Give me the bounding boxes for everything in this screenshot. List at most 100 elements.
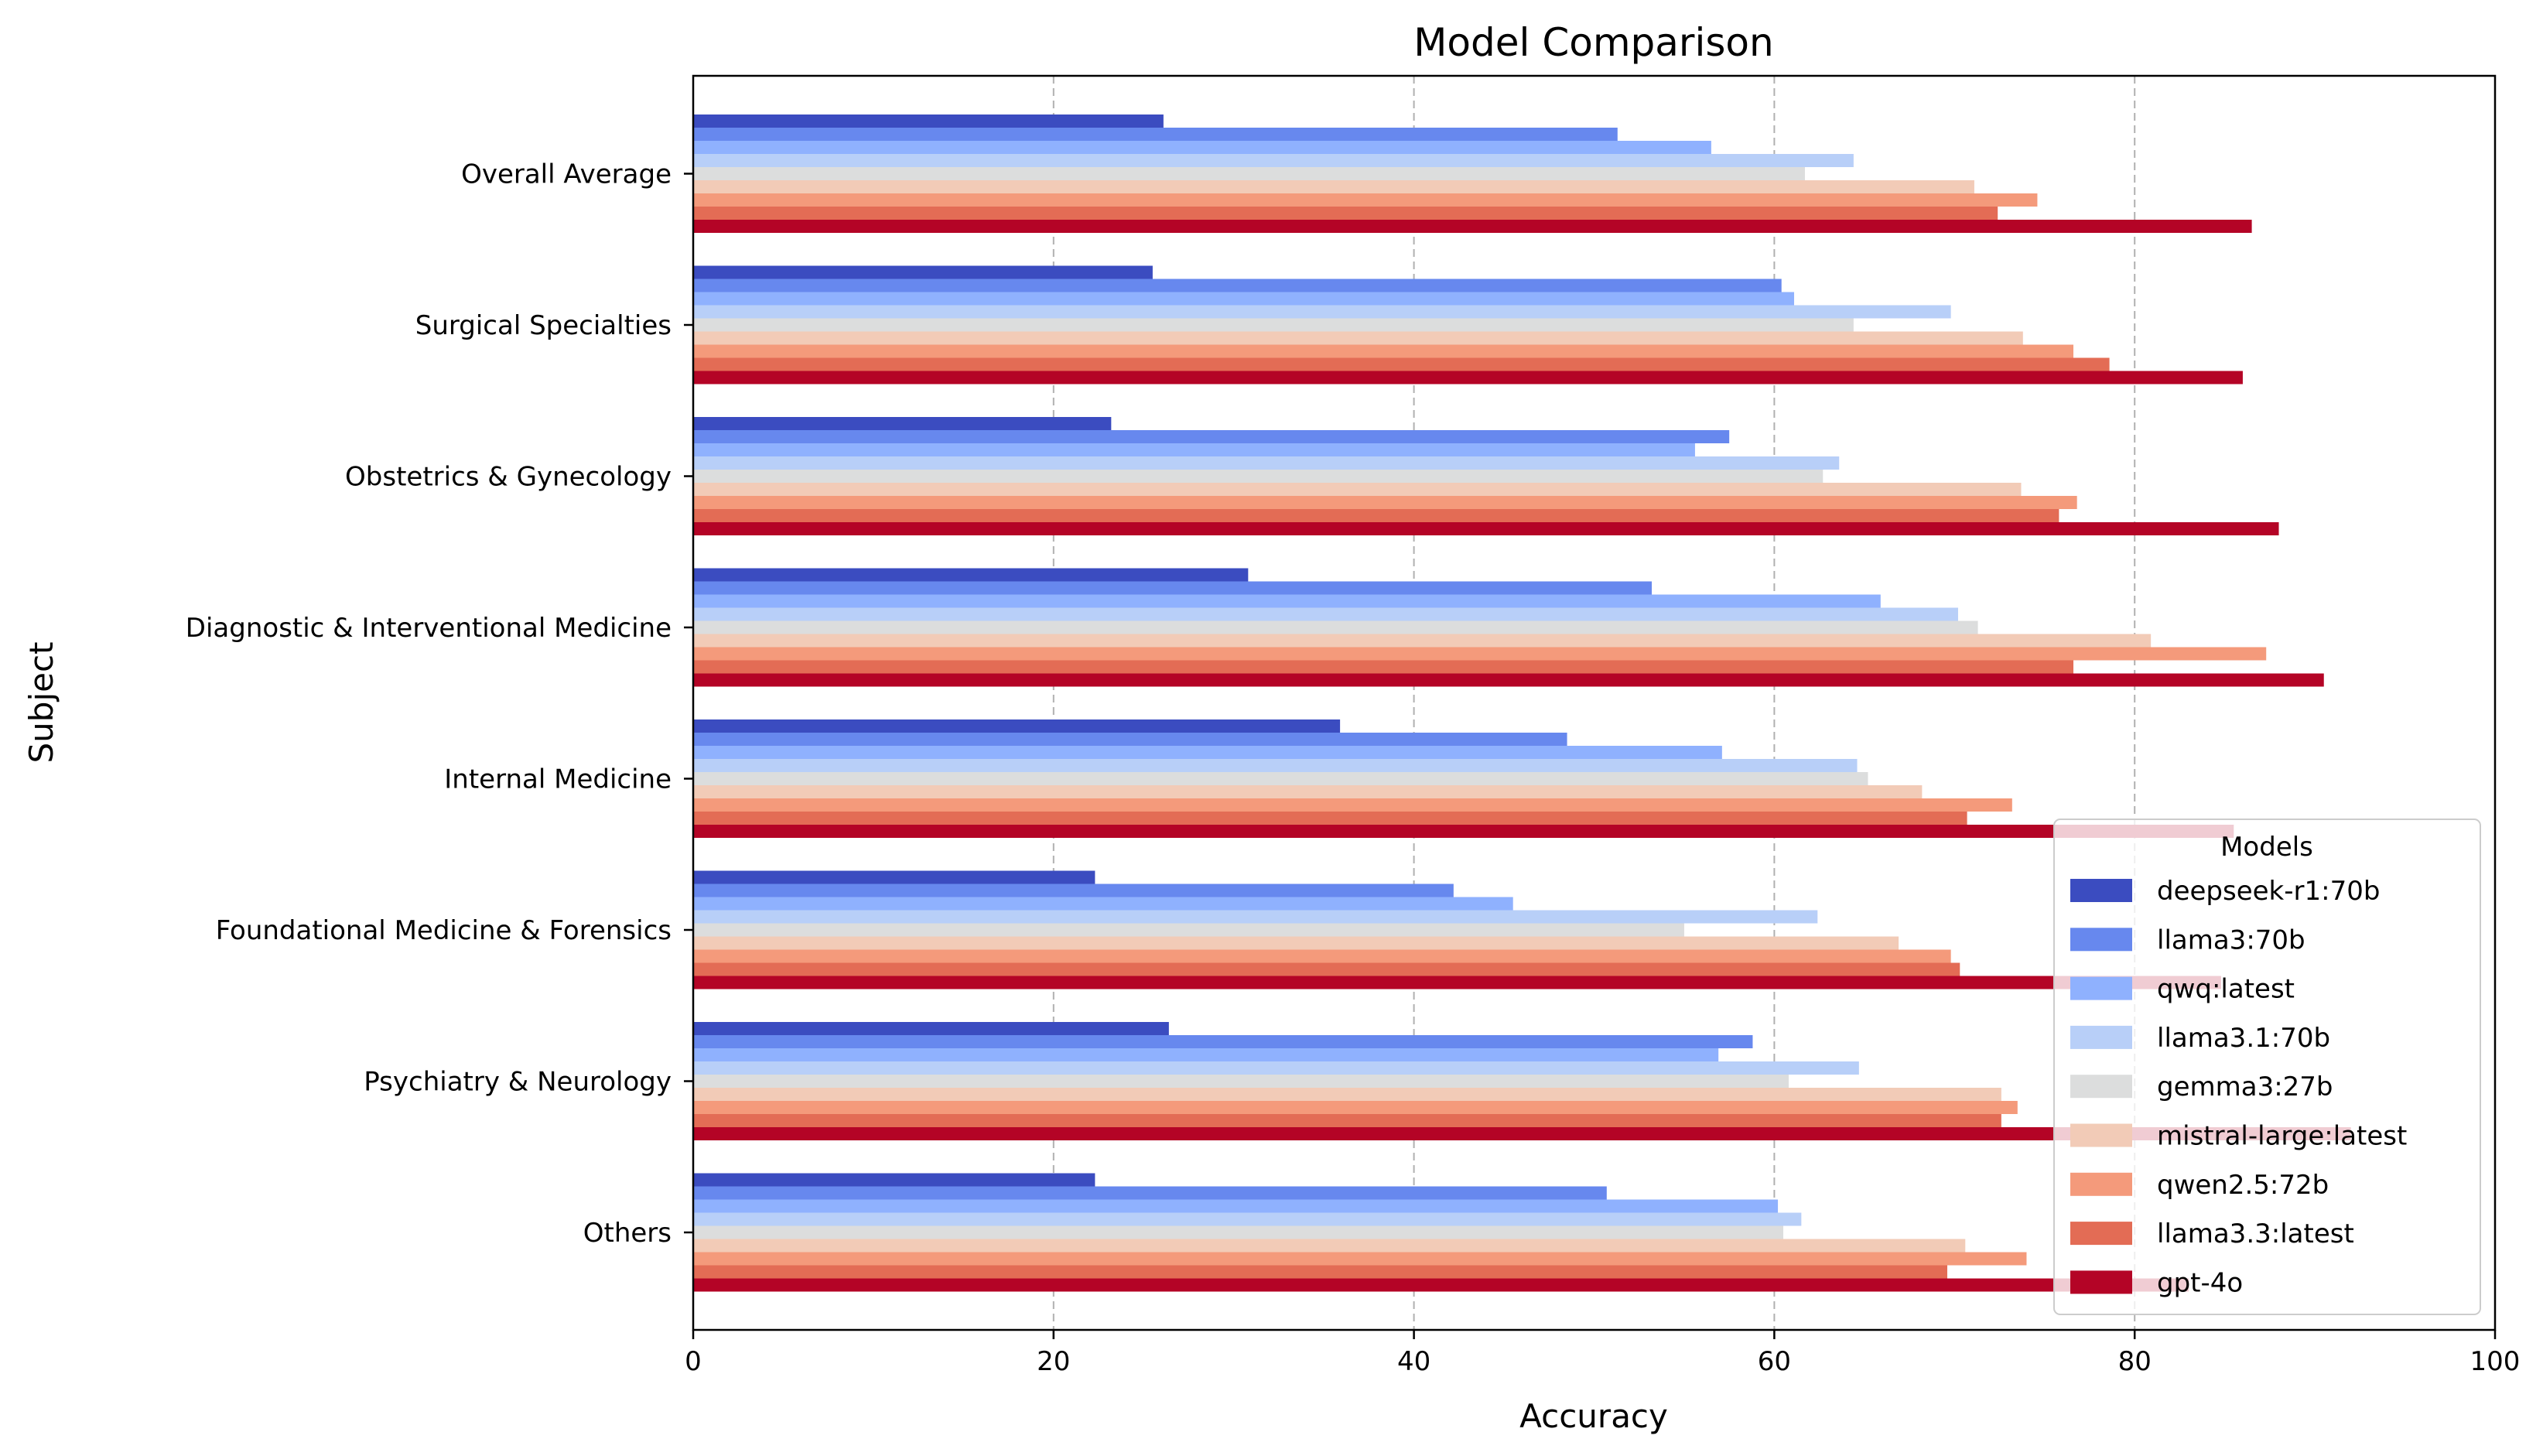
bar-deepseek-r1-70b-obstetrics-gynecology [693,417,1112,430]
bar-mistral-large-latest-internal-medicine [693,785,1923,798]
bar-deepseek-r1-70b-overall-average [693,114,1164,128]
x-tick-label: 80 [2118,1346,2152,1377]
bar-gpt-4o-foundational-medicine-forensics [693,976,2221,989]
bar-gpt-4o-psychiatry-neurology [693,1127,2351,1140]
legend-swatch-qwen2-5-72b [2070,1172,2132,1196]
bar-mistral-large-latest-psychiatry-neurology [693,1088,2001,1101]
bar-qwq-latest-foundational-medicine-forensics [693,897,1513,911]
chart-title: Model Comparison [1413,20,1773,65]
bar-mistral-large-latest-foundational-medicine-forensics [693,936,1899,950]
bar-llama3-3-latest-overall-average [693,207,1998,220]
legend-label: llama3.3:latest [2157,1218,2354,1249]
bar-qwen2-5-72b-obstetrics-gynecology [693,496,2077,509]
y-tick-label: Diagnostic & Interventional Medicine [186,613,672,644]
legend-label: deepseek-r1:70b [2157,876,2380,907]
legend-swatch-mistral-large-latest [2070,1123,2132,1147]
bar-deepseek-r1-70b-psychiatry-neurology [693,1022,1169,1035]
legend-label: gpt-4o [2157,1267,2243,1298]
x-ticks: 0 20 40 60 80 100 [685,1330,2520,1377]
bar-llama3-1-70b-others [693,1212,1802,1226]
y-tick-label: Foundational Medicine & Forensics [216,915,672,946]
bar-gpt-4o-overall-average [693,220,2252,233]
bars-layer [693,114,2351,1292]
bar-qwq-latest-obstetrics-gynecology [693,443,1695,456]
legend-swatch-deepseek-r1-70b [2070,879,2132,902]
bar-llama3-70b-psychiatry-neurology [693,1035,1753,1048]
bar-deepseek-r1-70b-others [693,1173,1095,1187]
x-axis-label: Accuracy [1519,1397,1668,1435]
bar-llama3-70b-diagnostic-interventional-medicine [693,581,1653,595]
legend-items: deepseek-r1:70b llama3:70b qwq:latest llama… [2070,876,2407,1298]
bar-gpt-4o-internal-medicine [693,825,2234,838]
bar-llama3-1-70b-foundational-medicine-forensics [693,910,1818,924]
bar-gemma3-27b-psychiatry-neurology [693,1075,1789,1088]
bar-mistral-large-latest-overall-average [693,180,1974,193]
bar-qwen2-5-72b-others [693,1252,2027,1266]
bar-gpt-4o-others [693,1278,2189,1292]
bar-llama3-70b-foundational-medicine-forensics [693,884,1454,897]
bar-gpt-4o-obstetrics-gynecology [693,522,2279,535]
bar-mistral-large-latest-others [693,1239,1966,1253]
bar-qwq-latest-surgical-specialties [693,292,1795,306]
bar-qwq-latest-overall-average [693,141,1711,154]
bar-qwen2-5-72b-psychiatry-neurology [693,1101,2018,1114]
bar-llama3-1-70b-internal-medicine [693,759,1858,772]
bar-qwq-latest-psychiatry-neurology [693,1048,1719,1061]
bar-qwq-latest-others [693,1199,1779,1213]
bar-deepseek-r1-70b-surgical-specialties [693,265,1153,279]
bar-deepseek-r1-70b-diagnostic-interventional-medicine [693,568,1249,582]
legend-label: qwq:latest [2157,974,2295,1005]
bar-llama3-70b-obstetrics-gynecology [693,430,1730,443]
legend-title: Models [2220,832,2313,863]
y-tick-label: Internal Medicine [444,764,672,795]
x-tick-label: 0 [685,1346,702,1377]
bar-gemma3-27b-foundational-medicine-forensics [693,923,1684,937]
bar-llama3-1-70b-surgical-specialties [693,305,1951,319]
bar-qwq-latest-diagnostic-interventional-medicine [693,594,1881,608]
y-ticks: Overall Average Surgical Specialties Obste… [186,159,693,1249]
bar-llama3-70b-overall-average [693,128,1618,141]
y-tick-label: Surgical Specialties [415,310,672,341]
bar-deepseek-r1-70b-foundational-medicine-forensics [693,870,1095,884]
bar-qwen2-5-72b-internal-medicine [693,798,2012,812]
bar-qwen2-5-72b-diagnostic-interventional-medicine [693,647,2267,661]
legend-swatch-gpt-4o [2070,1270,2132,1294]
legend-label: llama3:70b [2157,925,2305,955]
legend-swatch-llama3-1-70b [2070,1025,2132,1049]
bar-llama3-3-latest-foundational-medicine-forensics [693,962,1960,976]
bar-llama3-1-70b-overall-average [693,154,1854,167]
bar-gemma3-27b-diagnostic-interventional-medicine [693,620,1978,634]
bar-gemma3-27b-surgical-specialties [693,318,1854,332]
plot-frame [692,74,2497,1331]
y-tick-label: Psychiatry & Neurology [364,1067,672,1098]
legend-label: mistral-large:latest [2157,1121,2407,1152]
bar-qwq-latest-internal-medicine [693,746,1722,759]
bar-llama3-3-latest-others [693,1265,1947,1279]
legend-label: llama3.1:70b [2157,1023,2330,1054]
bar-llama3-70b-surgical-specialties [693,279,1782,292]
bar-mistral-large-latest-diagnostic-interventional-medicine [693,634,2152,648]
bar-llama3-3-latest-psychiatry-neurology [693,1114,2001,1127]
x-tick-label: 20 [1037,1346,1070,1377]
legend-label: gemma3:27b [2157,1071,2333,1102]
legend-swatch-gemma3-27b [2070,1075,2132,1099]
bar-qwen2-5-72b-foundational-medicine-forensics [693,949,1951,963]
bar-gemma3-27b-overall-average [693,167,1805,180]
legend-swatch-llama3-70b [2070,928,2132,952]
bar-gpt-4o-surgical-specialties [693,371,2243,385]
bar-llama3-1-70b-diagnostic-interventional-medicine [693,607,1958,621]
x-tick-label: 40 [1397,1346,1430,1377]
y-tick-label: Obstetrics & Gynecology [345,462,672,493]
y-tick-label: Overall Average [461,159,672,190]
bar-llama3-3-latest-internal-medicine [693,812,1967,825]
x-tick-label: 100 [2470,1346,2521,1377]
bar-gemma3-27b-internal-medicine [693,772,1868,785]
bar-mistral-large-latest-obstetrics-gynecology [693,483,2022,496]
legend-swatch-llama3-3-latest [2070,1222,2132,1246]
bar-llama3-70b-internal-medicine [693,733,1567,746]
bar-llama3-3-latest-obstetrics-gynecology [693,509,2059,522]
legend-box [2053,819,2481,1315]
bar-llama3-3-latest-diagnostic-interventional-medicine [693,660,2074,674]
bar-gemma3-27b-obstetrics-gynecology [693,470,1824,483]
